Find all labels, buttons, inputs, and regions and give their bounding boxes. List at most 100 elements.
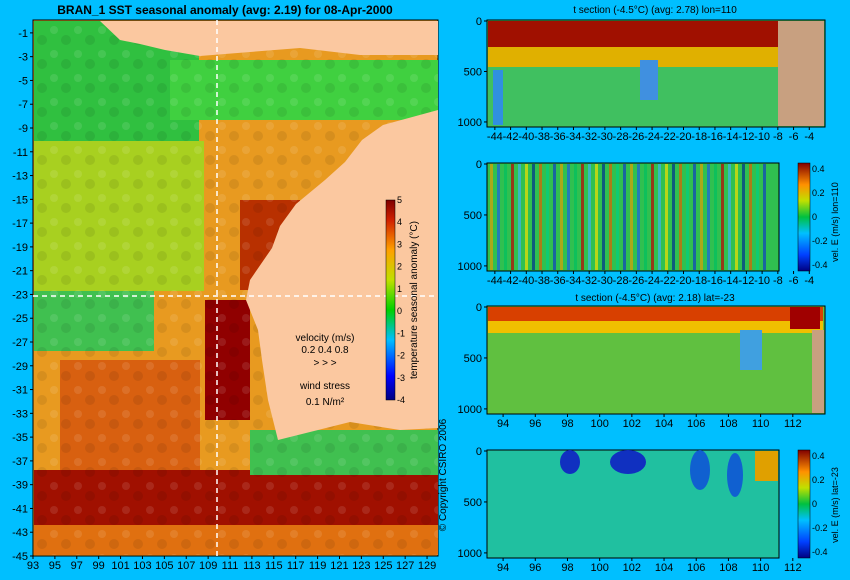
vel-lon-stripe: [630, 164, 633, 270]
vel-section-lat-x-tick-label: 102: [623, 562, 641, 574]
main-x-tick-label: 125: [374, 560, 392, 572]
vel-section-lon-x-tick-label: -28: [613, 275, 629, 287]
vel-section-lat-x-tick-label: 106: [687, 562, 705, 574]
vel-lon-stripe: [763, 164, 766, 270]
vel-section-lat-x-tick-label: 100: [590, 562, 608, 574]
temp-lat-land: [812, 330, 824, 413]
vel-section-lon-x-tick-label: -6: [789, 275, 799, 287]
vel-section-lon-x-tick-label: -14: [723, 275, 739, 287]
temp-lat-warm-patch: [790, 307, 820, 329]
temp-section-lon-y-tick-label: 1000: [458, 117, 482, 129]
main-colorbar-tick-label: 1: [397, 284, 402, 294]
vel-lon-stripe: [525, 164, 528, 270]
temp-section-lat-y-tick-label: 0: [476, 302, 482, 314]
vel-section-lon-x-tick-label: -32: [581, 275, 597, 287]
vel-lon-colorbar-tick-label: 0.4: [812, 164, 825, 174]
temp-lat-blue-patch: [740, 330, 762, 370]
temp-section-lon-y-tick-label: 0: [476, 16, 482, 28]
main-y-tick-label: -33: [12, 408, 28, 420]
vel-lon-stripe: [728, 164, 731, 270]
temp-section-lon-x-tick-label: -30: [597, 131, 613, 143]
temp-section-lon-x-tick-label: -14: [723, 131, 739, 143]
main-y-tick-label: -37: [12, 456, 28, 468]
temp-lat-surface-layer: [488, 307, 823, 321]
vel-lat-eastward-patch: [755, 451, 778, 481]
vel-lon-colorbar-tick-label: 0: [812, 212, 817, 222]
temp-lon-blue-patch-2: [640, 60, 658, 100]
vel-lon-stripe: [518, 164, 521, 270]
main-y-tick-label: -31: [12, 385, 28, 397]
temp-section-lat-x-ticks: 94 96 98 100 102 104 106 108 110 112: [497, 414, 802, 430]
temp-lon-land: [778, 21, 824, 126]
temp-section-lon-x-tick-label: -12: [738, 131, 754, 143]
vel-lon-stripe: [721, 164, 724, 270]
main-colorbar-tick-label: 5: [397, 195, 402, 205]
main-colorbar-tick-label: -2: [397, 351, 405, 361]
temp-section-lat-panel: t section (-4.5°C) (avg: 2.18) lat=-23 0…: [458, 293, 826, 430]
landmass-asia: [100, 21, 438, 56]
main-y-tick-label: -27: [12, 337, 28, 349]
vel-section-lon-x-ticks: -44 -42 -40 -38 -36 -34 -32 -30 -28 -26 -24 -22 -20-…: [487, 271, 814, 287]
main-y-tick-label: -17: [12, 218, 28, 230]
vel-lon-stripe: [595, 164, 598, 270]
temp-section-lon-x-tick-label: -4: [804, 131, 814, 143]
vel-lat-westward-jet-2: [610, 450, 646, 474]
main-x-tick-label: 105: [155, 560, 173, 572]
temp-section-lon-x-tick-label: -34: [566, 131, 582, 143]
temp-section-lon-x-ticks: -44 -42 -40 -38 -36 -34 -32 -30 -28 -26 -24 -22 -20-…: [487, 127, 814, 143]
main-x-tick-label: 107: [177, 560, 195, 572]
main-x-tick-label: 111: [222, 560, 239, 572]
vel-section-lon-x-tick-label: -18: [691, 275, 707, 287]
temp-section-lat-x-tick-label: 102: [623, 418, 641, 430]
main-colorbar-tick-label: 2: [397, 262, 402, 272]
vel-section-lon-x-tick-label: -8: [773, 275, 783, 287]
vel-section-lat-panel: 0 500 1000 94 96 98 100 102 104 106 108 110 112 0.4…: [458, 446, 840, 574]
vel-lon-stripe: [497, 164, 500, 270]
vel-lon-stripe: [651, 164, 654, 270]
temp-section-lat-x-tick-label: 96: [529, 418, 541, 430]
temp-section-lon-x-tick-label: -44: [487, 131, 503, 143]
vel-lon-stripe: [658, 164, 661, 270]
vel-section-lon-x-tick-label: -4: [804, 275, 814, 287]
vel-lon-colorbar-tick-label: -0.2: [812, 236, 828, 246]
main-x-ticks: 93 95 97 99 101 103 105 107 109 111 113 115 117 119 12…: [27, 556, 436, 572]
temp-section-lon-x-tick-label: -20: [676, 131, 692, 143]
temp-section-lon-x-tick-label: -22: [660, 131, 676, 143]
vel-lon-stripe: [602, 164, 605, 270]
main-colorbar-tick-label: 3: [397, 239, 402, 249]
main-y-tick-label: -19: [12, 242, 28, 254]
temp-section-lat-y-ticks: 0 500 1000: [458, 302, 487, 416]
main-y-tick-label: -15: [12, 194, 28, 206]
vel-lat-colorbar-tick-label: 0: [812, 499, 817, 509]
main-y-tick-label: -21: [12, 266, 28, 278]
main-y-ticks: -1 -3 -5 -7 -9 -11 -13 -15 -17 -19 -21 -23 -25 -27 -29…: [12, 28, 33, 563]
vel-lon-stripe: [644, 164, 647, 270]
temp-section-lon-x-tick-label: -42: [503, 131, 519, 143]
vel-section-lon-stripes: [490, 164, 766, 270]
vel-lat-westward-jet-4: [727, 453, 743, 497]
temp-lon-surface-layer: [488, 21, 778, 47]
vel-section-lon-y-tick-label: 0: [476, 159, 482, 171]
main-colorbar-tick-label: -1: [397, 328, 405, 338]
vel-section-lon-x-tick-label: -44: [487, 275, 503, 287]
main-x-tick-label: 123: [352, 560, 370, 572]
main-x-tick-label: 93: [27, 560, 39, 572]
vel-section-lat-y-tick-label: 1000: [458, 548, 482, 560]
temp-section-lon-x-tick-label: -28: [613, 131, 629, 143]
vel-section-lon-x-tick-label: -34: [566, 275, 582, 287]
main-colorbar-ramp: [385, 199, 396, 401]
temp-lon-upper-layer: [488, 47, 778, 67]
vel-lat-colorbar-ticks: 0.4 0.2 0 -0.2 -0.4: [812, 451, 828, 557]
temp-section-lat-x-tick-label: 108: [719, 418, 737, 430]
vel-lon-stripe: [700, 164, 703, 270]
temp-section-lat-x-tick-label: 98: [561, 418, 573, 430]
temp-section-lon-x-tick-label: -8: [773, 131, 783, 143]
vel-lon-stripe: [637, 164, 640, 270]
temp-section-lat-x-tick-label: 106: [687, 418, 705, 430]
vel-section-lon-x-tick-label: -24: [644, 275, 660, 287]
vel-section-lon-x-tick-label: -42: [503, 275, 519, 287]
vel-lon-stripe: [714, 164, 717, 270]
vel-lon-stripe: [616, 164, 619, 270]
vel-section-lat-x-tick-label: 110: [752, 562, 770, 574]
